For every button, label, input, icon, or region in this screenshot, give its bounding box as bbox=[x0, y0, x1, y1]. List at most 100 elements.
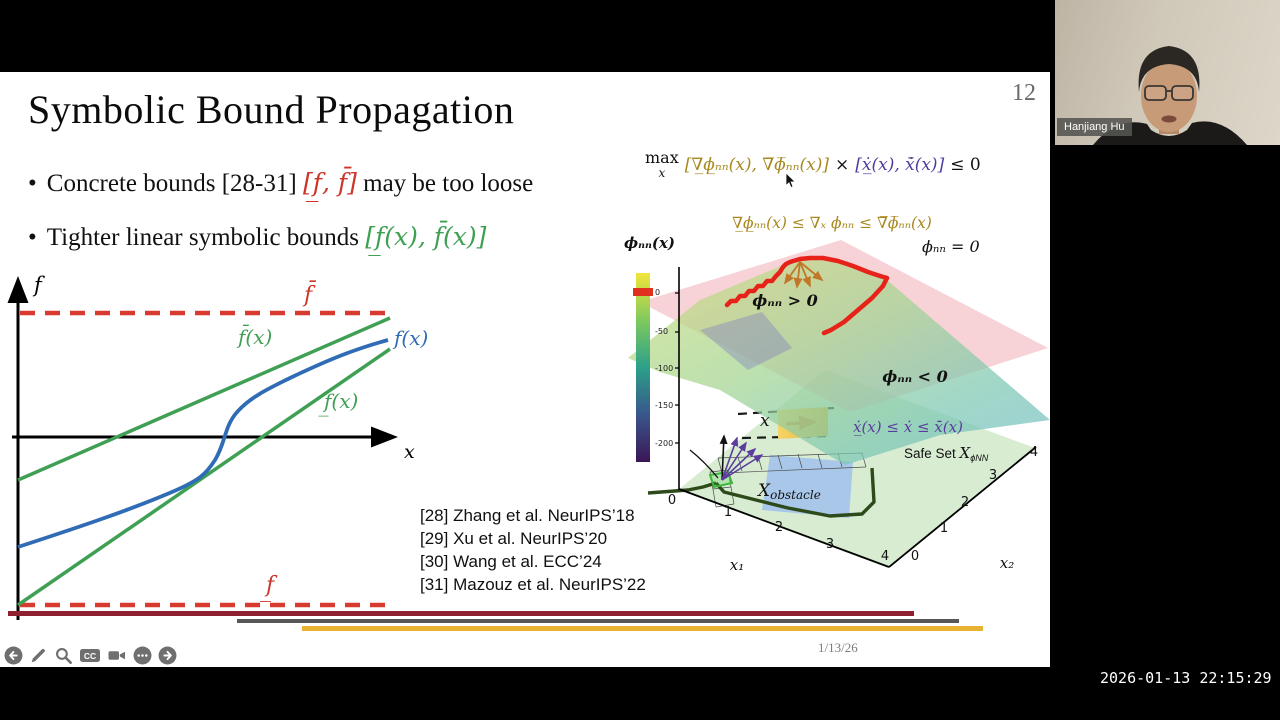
nn-surface bbox=[628, 258, 1050, 465]
accent-bar-darkred bbox=[8, 611, 914, 616]
x2-axis-line bbox=[888, 446, 1037, 568]
phi-negative-label: ϕₙₙ < 0 bbox=[882, 367, 947, 386]
reference-item: [28] Zhang et al. NeurIPS’18 bbox=[420, 506, 635, 525]
forward-button[interactable] bbox=[158, 646, 177, 665]
speaker-face bbox=[1141, 60, 1197, 132]
mouse-cursor bbox=[785, 172, 797, 189]
slide-title: Symbolic Bound Propagation bbox=[28, 87, 515, 132]
state-label: x bbox=[760, 411, 770, 431]
bullet2-text: Tighter linear symbolic bounds bbox=[46, 224, 366, 251]
safe-set-text: Safe Set bbox=[904, 446, 960, 461]
safe-set-sub: ϕNN bbox=[970, 453, 989, 463]
max-label: max bbox=[645, 148, 679, 167]
bullet-concrete-bounds: • Concrete bounds [28-31] [f̲, f̄] may be… bbox=[28, 168, 533, 198]
reference-item: [31] Mazouz et al. NeurIPS’22 bbox=[420, 575, 646, 595]
lower-symbolic-bound-line bbox=[17, 347, 391, 607]
pen-icon[interactable] bbox=[29, 646, 48, 665]
accent-bar-gray bbox=[237, 619, 959, 623]
webcam-video-tile[interactable]: Hanjiang Hu bbox=[1055, 0, 1280, 145]
slide-page-number: 12 bbox=[1012, 80, 1036, 106]
x1-axis-line bbox=[678, 488, 890, 568]
bullet1-text: Concrete bounds [28-31] bbox=[46, 170, 303, 197]
obstacle-x: X bbox=[756, 481, 771, 501]
bullet1-text-post: may be too loose bbox=[356, 170, 534, 197]
safe-set-x: X bbox=[959, 444, 972, 462]
zero-contour bbox=[724, 255, 890, 336]
incoming-trajectory-curve bbox=[689, 449, 719, 479]
x1-tick: 3 bbox=[826, 537, 834, 552]
x2-axis-label: x₂ bbox=[1000, 554, 1014, 572]
captions-button[interactable]: CC bbox=[79, 646, 101, 665]
function-label: f(x) bbox=[392, 326, 428, 350]
cc-glyph: CC bbox=[84, 651, 96, 661]
accent-bar-yellow bbox=[302, 626, 983, 631]
colorbar-zero-marker bbox=[633, 288, 653, 296]
bullet-marker: • bbox=[28, 170, 37, 197]
bullet-marker: • bbox=[28, 224, 37, 251]
speaker-glasses bbox=[1144, 85, 1194, 101]
x2-tick: 1 bbox=[940, 521, 948, 536]
safe-set-3d-figure: 0 -50 -100 -150 -200 0 1 2 3 4 0 1 2 3 bbox=[624, 214, 1050, 574]
presentation-slide: 12 Symbolic Bound Propagation • Concrete … bbox=[0, 72, 1050, 667]
velocity-interval: [ẋ̲(x), ẋ̄(x)] bbox=[855, 154, 945, 175]
zero-plane-label: ϕₙₙ = 0 bbox=[922, 237, 980, 256]
x1-tick: 0 bbox=[668, 493, 676, 508]
lower-symbolic-label: f̲(x) bbox=[319, 389, 359, 417]
x2-tick: 2 bbox=[961, 495, 969, 510]
more-button[interactable] bbox=[133, 646, 152, 665]
phi-ylabel: ϕₙₙ(x) bbox=[624, 234, 675, 252]
x1-axis-label: x₁ bbox=[730, 556, 744, 574]
x1-tick: 4 bbox=[881, 549, 889, 564]
concrete-bounds-math: [f̲, f̄] bbox=[302, 168, 357, 197]
back-button[interactable] bbox=[4, 646, 23, 665]
max-operator: max x bbox=[645, 148, 679, 180]
nn-surface-dip bbox=[700, 312, 792, 370]
recording-timestamp: 2026-01-13 22:15:29 bbox=[1100, 669, 1272, 687]
x2-tick: 0 bbox=[911, 549, 919, 564]
colorbar-tick: -50 bbox=[655, 327, 668, 336]
relation-leq-zero: ≤ 0 bbox=[950, 154, 981, 175]
gradient-interval: [∇̲ϕ̲ₙₙ(x), ∇̅ϕ̅ₙₙ(x)] bbox=[684, 154, 829, 175]
trajectory-path bbox=[647, 467, 876, 518]
z-axis-ticks bbox=[675, 292, 679, 444]
main-constraint-equation: max x [∇̲ϕ̲ₙₙ(x), ∇̅ϕ̅ₙₙ(x)] × [ẋ̲(x), ẋ… bbox=[645, 148, 981, 180]
speaker-hair bbox=[1138, 46, 1200, 92]
search-icon[interactable] bbox=[54, 646, 73, 665]
reference-item: [30] Wang et al. ECC’24 bbox=[420, 552, 602, 572]
upper-symbolic-bound-line bbox=[17, 316, 391, 482]
slide-footer-date: 1/13/26 bbox=[818, 640, 858, 655]
x1-tick-labels: 0 1 2 3 4 bbox=[668, 493, 889, 564]
bullet-symbolic-bounds: • Tighter linear symbolic bounds [f̲(x), … bbox=[28, 222, 486, 252]
obstacle-region bbox=[762, 455, 853, 518]
bounds-2d-figure: f x f̄ f̲ f̄(x) f̲(x) f(x) bbox=[7, 273, 428, 620]
max-subscript: x bbox=[658, 166, 666, 180]
reference-item: [29] Xu et al. NeurIPS’20 bbox=[420, 529, 608, 549]
x2-tick: 3 bbox=[989, 468, 997, 483]
reachable-velocity-arrows bbox=[721, 436, 764, 481]
colorbar-tick-labels: 0 -50 -100 -150 -200 bbox=[655, 288, 673, 448]
upper-symbolic-label: f̄(x) bbox=[236, 324, 272, 349]
colorbar bbox=[636, 273, 650, 462]
camera-icon[interactable] bbox=[107, 646, 127, 665]
upper-concrete-label: f̄ bbox=[302, 280, 317, 308]
colorbar-tick: 0 bbox=[655, 288, 660, 297]
colorbar-tick: -100 bbox=[655, 364, 673, 373]
safe-set-label: Safe Set XϕNN bbox=[904, 444, 989, 463]
x1-tick: 1 bbox=[724, 505, 732, 520]
obstacle-sub: obstacle bbox=[770, 488, 821, 502]
references-block: [28] Zhang et al. NeurIPS’18 [29] Xu et … bbox=[420, 504, 646, 596]
colorbar-tick: -200 bbox=[655, 439, 673, 448]
velocity-bound-label: ẋ̲(x) ≤ ẋ ≤ ẋ̄(x) bbox=[853, 418, 963, 436]
y-axis-label: f bbox=[32, 273, 45, 297]
times-sign: × bbox=[835, 154, 850, 175]
participant-name-tag: Hanjiang Hu bbox=[1057, 118, 1132, 136]
x1-tick: 2 bbox=[775, 520, 783, 535]
phi-positive-label: ϕₙₙ > 0 bbox=[752, 291, 817, 310]
x2-tick-labels: 0 1 2 3 4 bbox=[911, 445, 1038, 564]
x-axis-label: x bbox=[404, 441, 415, 463]
lower-concrete-label: f̲ bbox=[260, 573, 278, 602]
symbolic-bounds-math: [f̲(x), f̄(x)] bbox=[365, 222, 487, 251]
x2-tick: 4 bbox=[1030, 445, 1038, 460]
function-curve bbox=[17, 338, 389, 549]
